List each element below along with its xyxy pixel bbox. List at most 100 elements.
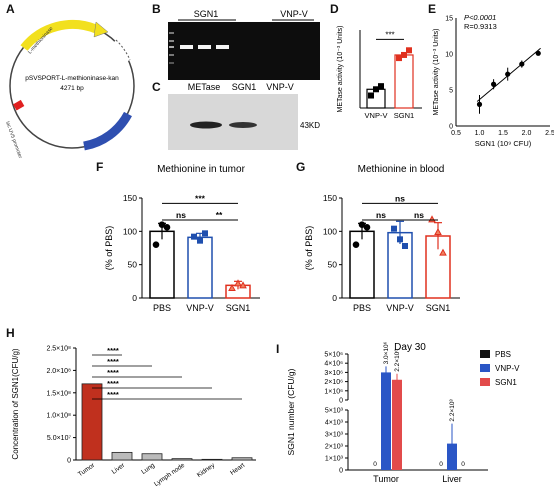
x-tick-label: VNP-V xyxy=(386,303,414,313)
x-tick-label: PBS xyxy=(153,303,171,313)
y-tick-label: 10 xyxy=(445,52,453,59)
stat-r-value: R=0.9313 xyxy=(464,22,497,31)
data-label: 2.2×10³ xyxy=(449,399,456,422)
feature-label-kan: KanR xyxy=(88,128,102,139)
plasmid-size: 4271 bp xyxy=(60,85,84,92)
sig-label: ns xyxy=(395,193,405,203)
promoter-marker xyxy=(13,99,25,111)
panel-label-d: D xyxy=(330,2,339,16)
data-point xyxy=(535,50,541,56)
y-tick-label: 3×10⁶ xyxy=(324,370,343,377)
data-point xyxy=(363,224,371,231)
kan-gene-arrow xyxy=(83,111,132,151)
data-point xyxy=(401,51,407,58)
sig-label: **** xyxy=(107,357,119,366)
y-tick-label: 0 xyxy=(132,293,137,303)
data-point xyxy=(158,221,166,228)
sig-label: ns xyxy=(176,210,186,220)
x-tick-label: VNP-V xyxy=(365,111,388,120)
data-point xyxy=(428,215,436,223)
blot-lane-label: METase xyxy=(188,82,221,92)
methioninase-arrowhead xyxy=(93,21,109,38)
panel-label-e: E xyxy=(428,2,437,16)
data-point xyxy=(476,101,483,107)
y-tick-label: 0 xyxy=(332,293,337,303)
y-tick-label: 1.0×10⁸ xyxy=(46,413,71,420)
y-tick-label: 150 xyxy=(323,193,337,203)
data-point xyxy=(163,224,171,231)
y-tick-label: 5×10⁶ xyxy=(324,352,343,359)
chart-f: Methionine in tumor 0 50 100 150 (% of PBS) PB… xyxy=(104,164,260,313)
gel-image xyxy=(168,22,320,80)
blot-mw-label: 43KD xyxy=(300,121,320,130)
sig-label: **** xyxy=(107,346,119,355)
blot-band xyxy=(190,121,222,129)
blot-band xyxy=(229,122,257,128)
y-tick-label: 3×10³ xyxy=(325,432,344,439)
y-tick-label: 1×10³ xyxy=(325,456,344,463)
y-tick-label: 150 xyxy=(123,193,137,203)
legend-swatch xyxy=(480,378,490,386)
y-tick-label: 100 xyxy=(123,226,137,236)
data-point xyxy=(191,233,197,240)
panel-label-g: G xyxy=(296,160,306,174)
sig-label: ns xyxy=(414,210,424,220)
legend-swatch xyxy=(480,364,490,372)
x-tick-label: Tumor xyxy=(373,474,399,484)
x-tick-label: Tumor xyxy=(77,461,97,478)
chart-g: Methionine in blood 0 50 100 150 (% of PBS) PB… xyxy=(304,164,460,313)
bar xyxy=(349,230,375,299)
y-tick-label: 1×10⁶ xyxy=(324,388,343,395)
panel-label-h: H xyxy=(6,326,15,340)
data-label: 3.0×10⁶ xyxy=(383,341,390,364)
sig-label: **** xyxy=(107,379,119,388)
x-tick-label: SGN1 xyxy=(226,303,251,313)
x-tick-label: Liver xyxy=(111,461,127,475)
data-point xyxy=(378,83,384,90)
blot-lane-label: VNP-V xyxy=(266,82,294,92)
gel-band xyxy=(198,45,211,49)
bar xyxy=(171,458,193,461)
y-tick-label: 100 xyxy=(323,226,337,236)
plasmid-name: pSVSPORT-L-methioninase-kan xyxy=(25,75,119,82)
blot-lane-label: SGN1 xyxy=(232,82,257,92)
x-tick-label: Lung xyxy=(140,462,156,476)
x-tick-label: 0.5 xyxy=(451,130,461,137)
chart-title: Methionine in tumor xyxy=(157,164,245,175)
bar xyxy=(394,54,414,109)
y-axis-label: METase activity (10⁻³ Units) xyxy=(337,26,344,113)
panel-label-i: I xyxy=(276,342,280,356)
y-tick-label: 2×10⁶ xyxy=(324,379,343,386)
y-tick-label: 5×10³ xyxy=(325,408,344,415)
sig-label: *** xyxy=(385,30,394,39)
y-axis-label: SGN1 number (CFU/g) xyxy=(286,368,296,455)
y-tick-label: 2.0×10⁸ xyxy=(46,368,71,375)
data-label: 0 xyxy=(373,461,377,468)
x-tick-label: 2.5 xyxy=(545,130,554,137)
bar xyxy=(392,379,402,470)
y-tick-label: 50 xyxy=(128,260,138,270)
sig-label: **** xyxy=(107,368,119,377)
data-point xyxy=(368,92,374,99)
data-point xyxy=(152,241,160,248)
gel-panel: SGN1 VNP-V xyxy=(168,9,320,80)
data-point xyxy=(439,248,447,256)
y-tick-label: 4×10⁶ xyxy=(324,361,343,368)
x-tick-label: 2.0 xyxy=(522,130,532,137)
data-point xyxy=(406,47,412,54)
y-tick-label: 0 xyxy=(67,458,71,465)
panel-label-c: C xyxy=(152,80,161,94)
data-point xyxy=(397,236,403,243)
bar xyxy=(201,458,223,461)
data-point xyxy=(434,227,442,235)
sig-label: ns xyxy=(376,210,386,220)
y-tick-label: 0 xyxy=(339,468,343,475)
data-point xyxy=(519,61,525,67)
y-tick-label: 50 xyxy=(328,260,338,270)
sig-label: **** xyxy=(107,390,119,399)
y-axis-label: METase activity (10⁻³ Units) xyxy=(433,29,440,116)
bar xyxy=(187,236,213,299)
panel-label-b: B xyxy=(152,2,161,16)
sig-label: *** xyxy=(195,193,206,203)
